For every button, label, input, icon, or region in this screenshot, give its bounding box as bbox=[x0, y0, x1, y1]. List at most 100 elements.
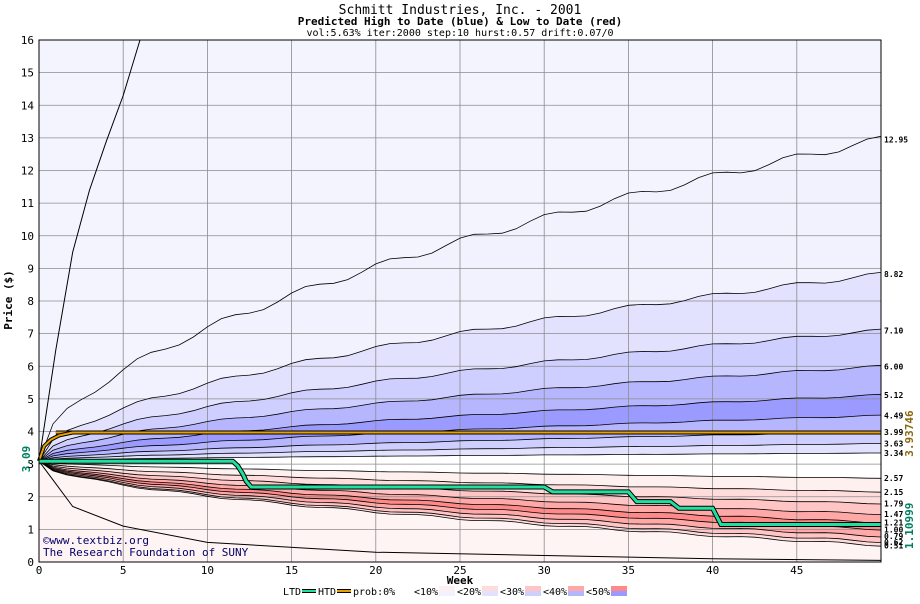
legend-swatch bbox=[396, 586, 412, 591]
legend-swatch bbox=[439, 586, 455, 591]
plot-frame bbox=[38, 39, 882, 563]
x-axis-label: Week bbox=[447, 574, 474, 587]
x-tick-label: 15 bbox=[285, 564, 298, 577]
high-band-fill bbox=[39, 40, 881, 462]
y-tick-label: 16 bbox=[21, 34, 34, 47]
low-band-fill bbox=[39, 461, 881, 562]
end-value-label: 3.99 bbox=[884, 428, 903, 437]
x-tick-label: 35 bbox=[622, 564, 635, 577]
legend-label: <10% bbox=[414, 587, 438, 598]
legend-label: LTD bbox=[283, 587, 301, 598]
legend-swatch bbox=[568, 591, 584, 596]
end-value-label: 2.15 bbox=[884, 488, 903, 497]
end-value-label: 1.00 bbox=[884, 525, 903, 534]
y-tick-label: 13 bbox=[21, 132, 34, 145]
start-price-label: 3.09 bbox=[20, 446, 33, 473]
x-tick-label: 5 bbox=[120, 564, 127, 577]
y-tick-label: 12 bbox=[21, 165, 34, 178]
legend: LTD HTD prob:0% <10% <20% <30% <40% <50% bbox=[283, 586, 627, 598]
legend-swatch bbox=[611, 591, 627, 596]
legend-label: <40% bbox=[543, 587, 567, 598]
end-value-label: 2.57 bbox=[884, 474, 903, 483]
htd-line bbox=[38, 431, 881, 462]
end-value-label: 8.82 bbox=[884, 270, 903, 279]
high-percentile-curve bbox=[38, 393, 882, 462]
end-value-label: 1.79 bbox=[884, 500, 903, 509]
high-percentile-curve bbox=[38, 452, 881, 462]
right-annotation: 3.93746 bbox=[903, 410, 916, 457]
right-annotation: 1.10999 bbox=[903, 503, 916, 549]
legend-label: <20% bbox=[457, 587, 481, 598]
y-tick-label: 10 bbox=[21, 230, 34, 243]
watermark-line2: The Research Foundation of SUNY bbox=[43, 546, 249, 559]
y-tick-label: 3 bbox=[27, 458, 34, 471]
y-tick-label: 1 bbox=[27, 523, 34, 536]
end-value-label: 1.21 bbox=[884, 519, 903, 528]
plot-area bbox=[37, 39, 882, 563]
high-percentile-curve bbox=[38, 272, 882, 462]
legend-swatch bbox=[611, 586, 627, 591]
x-tick-label: 30 bbox=[538, 564, 551, 577]
x-tick-label: 25 bbox=[453, 564, 466, 577]
high-percentile-curve bbox=[38, 135, 882, 462]
legend-swatch bbox=[568, 586, 584, 591]
legend-label: HTD bbox=[318, 587, 336, 598]
low-percentile-curve bbox=[38, 460, 882, 524]
y-tick-label: 6 bbox=[27, 360, 34, 373]
chart-subtitle: Predicted High to Date (blue) & Low to D… bbox=[298, 15, 623, 28]
low-percentile-curve bbox=[38, 460, 882, 547]
end-value-label: 0.51 bbox=[884, 541, 903, 550]
ltd-line bbox=[39, 459, 881, 526]
end-value-label: 7.10 bbox=[884, 326, 903, 335]
legend-swatch bbox=[482, 591, 498, 596]
low-percentile-curve bbox=[38, 460, 882, 538]
end-value-label: 3.63 bbox=[884, 440, 903, 449]
legend-swatch bbox=[482, 586, 498, 591]
extreme-high-line bbox=[38, 39, 141, 462]
y-tick-label: 5 bbox=[27, 393, 34, 406]
high-percentile-curve bbox=[38, 328, 882, 462]
x-tick-label: 45 bbox=[790, 564, 803, 577]
legend-swatch bbox=[439, 591, 455, 596]
end-value-label: 5.12 bbox=[884, 391, 903, 400]
legend-label: prob:0% bbox=[353, 587, 395, 598]
chart-title: Schmitt Industries, Inc. - 2001 bbox=[339, 3, 582, 18]
x-tick-label: 0 bbox=[36, 564, 43, 577]
end-value-label: 4.49 bbox=[884, 412, 903, 421]
y-tick-label: 11 bbox=[21, 197, 34, 210]
low-percentile-curve bbox=[38, 460, 882, 493]
y-tick-label: 8 bbox=[27, 295, 34, 308]
y-tick-label: 14 bbox=[21, 99, 35, 112]
y-tick-label: 4 bbox=[27, 426, 34, 439]
end-value-label: 1.47 bbox=[884, 510, 903, 519]
low-band-fill bbox=[39, 461, 881, 524]
end-value-label: 6.00 bbox=[884, 362, 903, 371]
chart-params: vol:5.63% iter:2000 step:10 hurst:0.57 d… bbox=[306, 28, 613, 39]
x-tick-label: 20 bbox=[369, 564, 382, 577]
end-value-label: 0.79 bbox=[884, 532, 903, 541]
legend-swatch bbox=[396, 591, 412, 596]
y-axis-label: Price ($) bbox=[2, 270, 15, 330]
low-percentile-curve bbox=[38, 460, 882, 515]
y-tick-label: 0 bbox=[27, 556, 34, 569]
legend-swatch bbox=[525, 586, 541, 591]
high-percentile-curve bbox=[38, 364, 882, 462]
low-percentile-curve bbox=[38, 460, 882, 505]
x-tick-label: 10 bbox=[201, 564, 214, 577]
high-percentile-curve bbox=[38, 414, 882, 462]
legend-swatch bbox=[525, 591, 541, 596]
legend-label: <30% bbox=[500, 587, 524, 598]
end-value-label: 0.62 bbox=[884, 538, 903, 547]
y-tick-label: 2 bbox=[27, 491, 34, 504]
low-percentile-curve bbox=[38, 460, 882, 479]
end-value-label: 12.95 bbox=[884, 136, 908, 145]
high-percentile-curve bbox=[38, 443, 882, 462]
y-tick-label: 9 bbox=[27, 262, 34, 275]
y-tick-label: 7 bbox=[27, 328, 34, 341]
watermark-line1: ©www.textbiz.org bbox=[43, 534, 149, 547]
extreme-low-line bbox=[38, 460, 882, 561]
end-value-label: 3.34 bbox=[884, 449, 903, 458]
x-tick-label: 40 bbox=[706, 564, 719, 577]
